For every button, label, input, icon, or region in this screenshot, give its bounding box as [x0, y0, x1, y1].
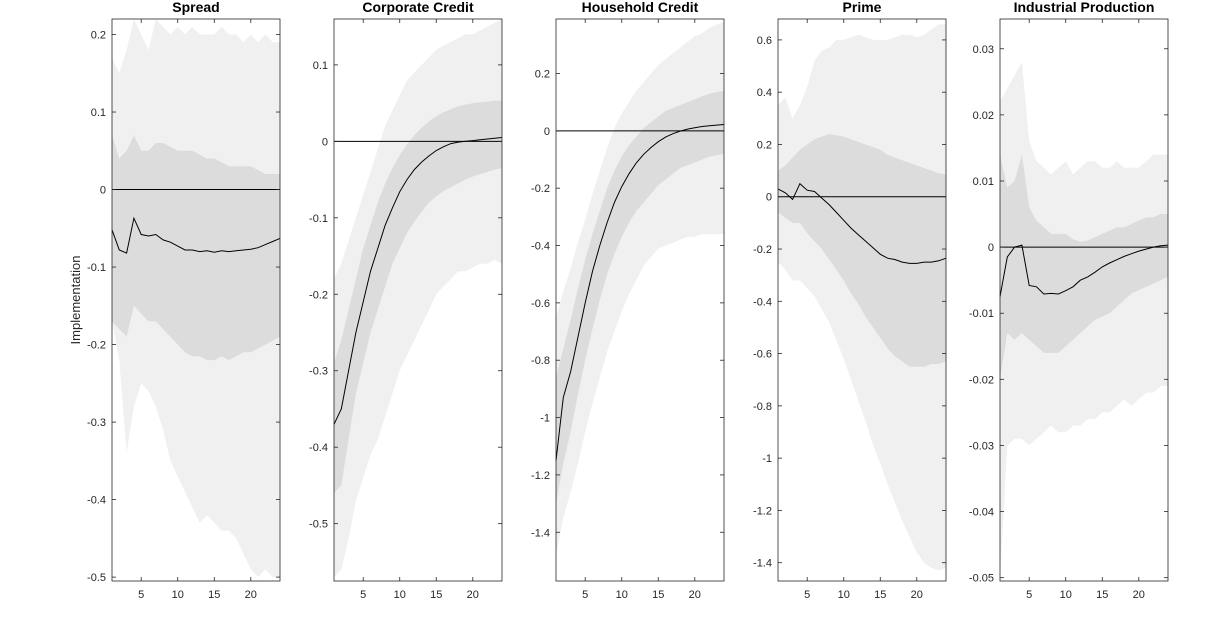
- x-tick-label: 10: [394, 589, 406, 601]
- x-tick-label: 5: [1026, 589, 1032, 601]
- inner-band: [556, 90, 724, 504]
- inner-band: [112, 135, 280, 361]
- panel-title: Prime: [843, 0, 882, 15]
- y-axis-label: Implementation: [68, 256, 83, 345]
- x-tick-label: 10: [838, 589, 850, 601]
- x-tick-label: 10: [1060, 589, 1072, 601]
- x-tick-label: 20: [467, 589, 479, 601]
- x-tick-label: 20: [245, 589, 257, 601]
- x-tick-label: 15: [652, 589, 664, 601]
- y-tick-label: 0.6: [757, 35, 772, 47]
- y-tick-label: -0.1: [87, 262, 106, 274]
- x-tick-label: 5: [582, 589, 588, 601]
- y-tick-label: 0.2: [91, 30, 106, 42]
- response-line: [111, 216, 281, 254]
- y-tick-label: -0.5: [87, 572, 106, 584]
- response-line: [333, 137, 503, 425]
- y-tick-label: -0.3: [87, 417, 106, 429]
- y-tick-label: 0.2: [535, 68, 550, 80]
- y-tick-label: -0.4: [531, 241, 550, 253]
- response-line: [555, 124, 725, 461]
- panel-title: Spread: [172, 0, 219, 15]
- y-tick-label: 0: [544, 126, 550, 138]
- x-tick-label: 5: [804, 589, 810, 601]
- response-line: [999, 244, 1169, 297]
- y-tick-label: -0.8: [531, 355, 550, 367]
- axes-frame: [777, 18, 947, 582]
- x-tick-label: 15: [1096, 589, 1108, 601]
- y-tick-label: 0.1: [91, 107, 106, 119]
- panel-title: Industrial Production: [1014, 0, 1155, 15]
- panel-title: Household Credit: [582, 0, 699, 15]
- y-tick-label: 0: [100, 185, 106, 197]
- x-tick-label: 15: [208, 589, 220, 601]
- x-tick-label: 5: [138, 589, 144, 601]
- panel-4: 0.6 0.4 0.2 0 -0.2 -0.4 -0.6 -0.8 -1 -1.2 -1.4 5 10 1…: [753, 0, 947, 601]
- inner-band: [1000, 154, 1168, 380]
- y-tick-label: -0.6: [753, 349, 772, 361]
- y-tick-label: 0: [766, 192, 772, 204]
- y-tick-label: -0.4: [753, 296, 772, 308]
- y-tick-label: -0.2: [87, 340, 106, 352]
- axes-frame: [555, 18, 725, 582]
- axes-frame: [333, 18, 503, 582]
- y-tick-label: -0.8: [753, 401, 772, 413]
- y-tick-label: -0.2: [531, 183, 550, 195]
- x-tick-label: 10: [616, 589, 628, 601]
- inner-band: [334, 100, 502, 494]
- y-tick-label: -1.2: [531, 470, 550, 482]
- y-tick-label: 0.03: [973, 44, 994, 56]
- y-tick-label: -1: [762, 453, 772, 465]
- panel-title: Corporate Credit: [362, 0, 474, 15]
- x-tick-label: 15: [430, 589, 442, 601]
- y-tick-label: -0.6: [531, 298, 550, 310]
- panel-1: 0.2 0.1 0 -0.1 -0.2 -0.3 -0.4 -0.5 5 10 15 20 Spread: [87, 0, 281, 601]
- y-tick-label: 0.4: [757, 87, 772, 99]
- axes-frame: [111, 18, 281, 582]
- y-tick-label: -1.2: [753, 505, 772, 517]
- panel-2: 0.1 0 -0.1 -0.2 -0.3 -0.4 -0.5 5 10 15 20 Corporate…: [309, 0, 503, 601]
- y-tick-label: 0.2: [757, 139, 772, 151]
- panel-5: 0.03 0.02 0.01 0 -0.01 -0.02 -0.03 -0.04 -0.05 5 1…: [969, 0, 1169, 601]
- y-tick-label: -0.1: [309, 213, 328, 225]
- y-tick-label: 0.1: [313, 60, 328, 72]
- x-tick-label: 5: [360, 589, 366, 601]
- x-tick-label: 10: [172, 589, 184, 601]
- axes-frame: [999, 18, 1169, 582]
- y-tick-label: -0.4: [309, 442, 328, 454]
- y-tick-label: 0: [322, 136, 328, 148]
- y-tick-label: -1.4: [531, 527, 550, 539]
- x-tick-label: 15: [874, 589, 886, 601]
- y-tick-label: -1: [540, 413, 550, 425]
- inner-band: [778, 134, 946, 367]
- y-tick-label: -0.5: [309, 519, 328, 531]
- y-tick-label: 0: [988, 242, 994, 254]
- y-tick-label: -0.05: [969, 573, 994, 585]
- response-line: [777, 182, 947, 264]
- y-tick-label: 0.01: [973, 176, 994, 188]
- y-tick-label: -0.03: [969, 440, 994, 452]
- y-tick-label: -0.4: [87, 495, 106, 507]
- y-tick-label: -0.02: [969, 374, 994, 386]
- y-tick-label: 0.02: [973, 110, 994, 122]
- x-tick-label: 20: [689, 589, 701, 601]
- y-tick-label: -1.4: [753, 558, 772, 570]
- y-tick-label: -0.2: [753, 244, 772, 256]
- y-tick-label: -0.2: [309, 289, 328, 301]
- y-tick-label: -0.01: [969, 308, 994, 320]
- x-tick-label: 20: [911, 589, 923, 601]
- panel-3: 0.2 0 -0.2 -0.4 -0.6 -0.8 -1 -1.2 -1.4 5 10 15 20 Hou…: [531, 0, 725, 601]
- y-tick-label: -0.04: [969, 507, 994, 519]
- y-tick-label: -0.3: [309, 366, 328, 378]
- x-tick-label: 20: [1133, 589, 1145, 601]
